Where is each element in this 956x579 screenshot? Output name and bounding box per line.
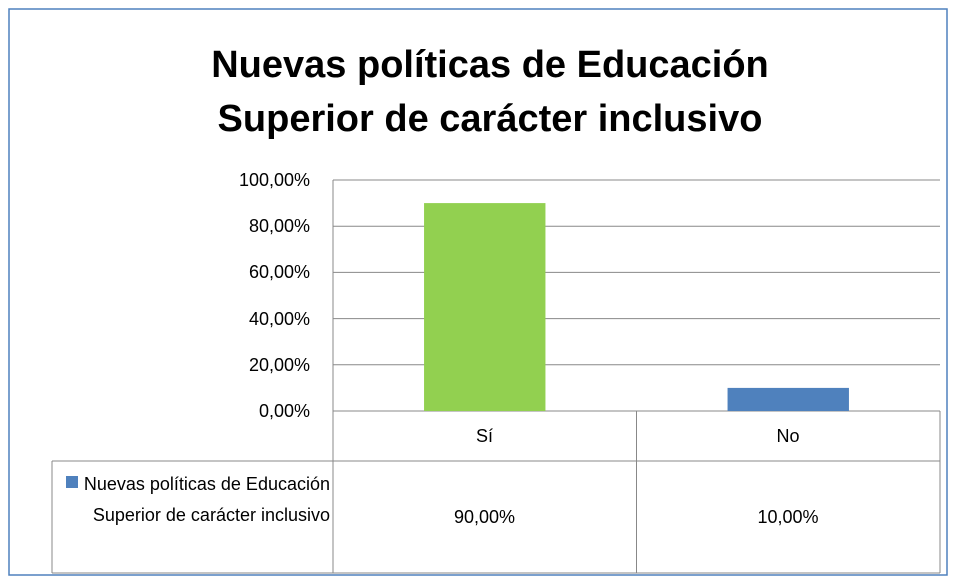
y-tick-label: 0,00% <box>258 401 310 421</box>
x-tick-label: No <box>776 426 800 446</box>
legend-key <box>66 476 78 488</box>
y-tick-label: 40,00% <box>248 308 310 329</box>
y-tick-label: 100,00% <box>238 170 310 190</box>
bar <box>424 203 546 411</box>
data-label: 10,00% <box>757 507 819 527</box>
chart-title: Nuevas políticas de Educación Superior d… <box>211 44 769 140</box>
y-tick-label: 80,00% <box>248 216 310 237</box>
legend-label: Nuevas políticas de Educación Superior d… <box>83 474 330 525</box>
bar <box>727 387 849 411</box>
x-tick-label: Sí <box>475 426 493 446</box>
y-tick-label: 60,00% <box>248 262 310 283</box>
data-label: 90,00% <box>453 507 516 527</box>
y-tick-label: 20,00% <box>248 354 310 375</box>
